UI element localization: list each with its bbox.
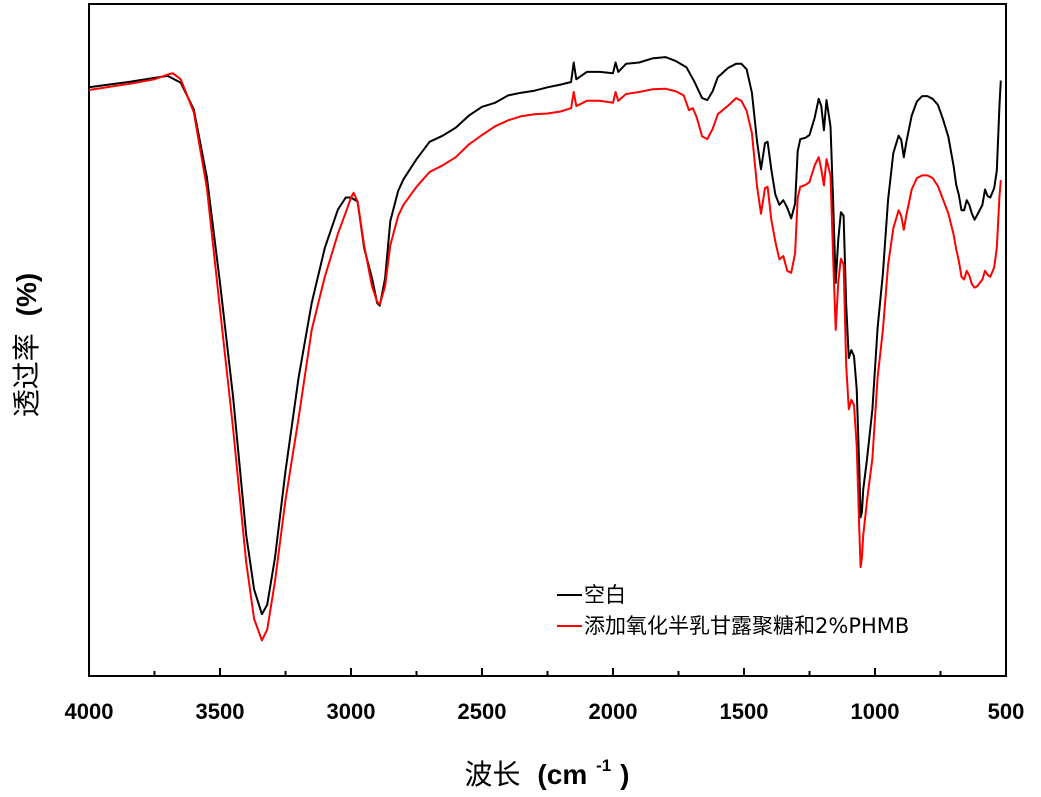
x-axis-title: 波长 (cm -1 ) [465, 745, 630, 791]
x-tick-label: 3500 [196, 699, 245, 724]
legend-label-blank: 空白 [584, 583, 626, 607]
x-axis-title-main: 波长 [465, 758, 521, 791]
x-tick-label: 4000 [65, 699, 114, 724]
y-axis-title-unit: (%) [11, 273, 42, 317]
x-tick-label: 2000 [589, 699, 638, 724]
x-tick-label: 1000 [851, 699, 900, 724]
series-line-treated [88, 72, 1002, 642]
x-tick-label: 3000 [327, 699, 376, 724]
x-axis-title-unit: (cm [537, 759, 587, 790]
y-axis-title: 透过率 (%) [10, 273, 43, 417]
legend-label-treated: 添加氧化半乳甘露聚糖和2%PHMB [584, 614, 909, 638]
x-tick-label: 500 [988, 699, 1025, 724]
x-tick-label: 2500 [458, 699, 507, 724]
y-axis-title-main: 透过率 [10, 333, 43, 417]
legend: 空白 添加氧化半乳甘露聚糖和2%PHMB [557, 583, 909, 638]
x-axis-tick-labels: 4000 3500 3000 2500 2000 1500 1000 500 [65, 699, 1025, 724]
x-tick-label: 1500 [720, 699, 769, 724]
series-layer [88, 56, 1002, 642]
x-axis-ticks [88, 668, 1007, 676]
x-axis-title-close: ) [620, 759, 629, 790]
x-axis-title-sup: -1 [596, 756, 611, 775]
